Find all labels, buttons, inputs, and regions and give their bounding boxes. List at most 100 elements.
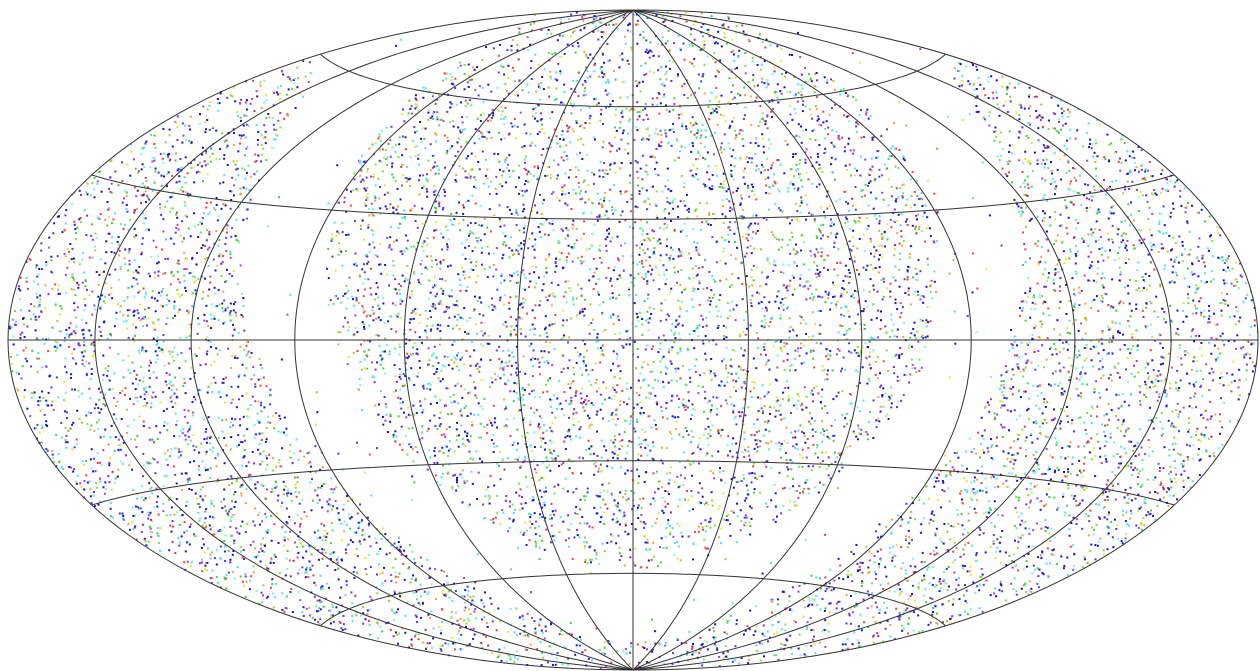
galaxy-dot <box>614 78 617 81</box>
galaxy-dot <box>894 302 897 305</box>
galaxy-dot <box>262 147 265 150</box>
galaxy-dot <box>439 399 442 402</box>
galaxy-dot <box>675 370 677 373</box>
galaxy-dot <box>423 590 426 593</box>
galaxy-dot <box>603 489 605 492</box>
galaxy-dot <box>399 388 402 391</box>
galaxy-dot <box>609 168 612 171</box>
galaxy-dot <box>802 344 805 347</box>
galaxy-dot <box>697 334 700 337</box>
galaxy-dot <box>967 80 970 83</box>
galaxy-dot <box>272 606 275 609</box>
galaxy-dot <box>740 197 743 200</box>
galaxy-dot <box>562 102 565 105</box>
galaxy-dot <box>1061 447 1064 449</box>
galaxy-dot <box>811 165 814 168</box>
galaxy-dot <box>288 76 291 78</box>
galaxy-dot <box>576 528 579 531</box>
galaxy-dot <box>529 444 532 447</box>
galaxy-dot <box>399 550 402 553</box>
galaxy-dot <box>975 105 978 107</box>
galaxy-dot <box>654 156 657 159</box>
galaxy-dot <box>154 472 157 475</box>
galaxy-dot <box>789 365 792 367</box>
galaxy-dot <box>401 108 404 111</box>
galaxy-dot <box>1221 426 1224 429</box>
galaxy-dot <box>1022 568 1025 571</box>
galaxy-dot <box>565 144 568 147</box>
galaxy-dot <box>619 400 622 403</box>
galaxy-dot <box>456 103 458 106</box>
galaxy-dot <box>223 488 226 491</box>
galaxy-dot <box>1037 240 1040 243</box>
galaxy-dot <box>522 533 525 536</box>
galaxy-dot <box>908 542 911 545</box>
galaxy-dot <box>735 134 738 137</box>
galaxy-dot <box>953 541 956 544</box>
galaxy-dot <box>947 600 950 602</box>
galaxy-dot <box>503 468 506 471</box>
galaxy-dot <box>745 237 748 240</box>
galaxy-dot <box>603 641 606 643</box>
galaxy-dot <box>464 331 466 333</box>
galaxy-dot <box>503 241 506 244</box>
galaxy-dot <box>534 13 536 16</box>
galaxy-dot <box>1235 278 1238 281</box>
galaxy-dot <box>51 326 54 329</box>
galaxy-dot <box>1040 255 1043 258</box>
galaxy-dot <box>509 390 512 393</box>
galaxy-dot <box>837 452 840 455</box>
galaxy-dot <box>701 318 704 321</box>
galaxy-dot <box>405 356 407 359</box>
galaxy-dot <box>211 582 213 584</box>
galaxy-dot <box>876 536 879 539</box>
galaxy-dot <box>1160 363 1162 366</box>
galaxy-dot <box>444 166 446 169</box>
galaxy-dot <box>780 647 783 650</box>
galaxy-dot <box>476 240 479 243</box>
galaxy-dot <box>1133 364 1136 367</box>
galaxy-dot <box>403 549 405 552</box>
galaxy-dot <box>798 315 801 317</box>
galaxy-dot <box>918 582 921 585</box>
galaxy-dot <box>232 160 235 163</box>
galaxy-dot <box>502 253 505 256</box>
galaxy-dot <box>252 366 255 368</box>
galaxy-dot <box>515 324 518 327</box>
galaxy-dot <box>808 212 811 214</box>
galaxy-dot <box>734 415 737 418</box>
galaxy-dot <box>495 629 498 632</box>
galaxy-dot <box>708 270 711 273</box>
galaxy-dot <box>451 343 454 346</box>
galaxy-dot <box>392 211 395 214</box>
galaxy-dot <box>644 62 647 65</box>
galaxy-dot <box>388 600 391 603</box>
galaxy-dot <box>549 293 552 296</box>
galaxy-dot <box>322 483 325 485</box>
galaxy-dot <box>317 621 320 623</box>
galaxy-dot <box>805 218 807 221</box>
galaxy-dot <box>759 445 761 448</box>
galaxy-dot <box>583 362 586 365</box>
galaxy-dot <box>665 78 668 81</box>
galaxy-dot <box>760 63 763 66</box>
galaxy-dot <box>659 242 662 245</box>
galaxy-dot <box>56 341 59 344</box>
galaxy-dot <box>734 221 737 224</box>
galaxy-dot <box>1111 340 1113 343</box>
galaxy-dot <box>537 358 540 361</box>
galaxy-dot <box>489 359 492 362</box>
galaxy-dot <box>223 462 226 465</box>
galaxy-dot <box>930 279 933 282</box>
galaxy-dot <box>441 303 444 306</box>
galaxy-dot <box>1040 325 1043 328</box>
galaxy-dot <box>731 208 734 211</box>
galaxy-dot <box>771 161 774 164</box>
galaxy-dot <box>332 620 335 623</box>
galaxy-dot <box>498 299 501 302</box>
galaxy-dot <box>1231 267 1234 270</box>
galaxy-dot <box>923 578 926 581</box>
galaxy-dot <box>374 537 377 540</box>
galaxy-dot <box>424 147 427 150</box>
galaxy-dot <box>368 535 371 538</box>
